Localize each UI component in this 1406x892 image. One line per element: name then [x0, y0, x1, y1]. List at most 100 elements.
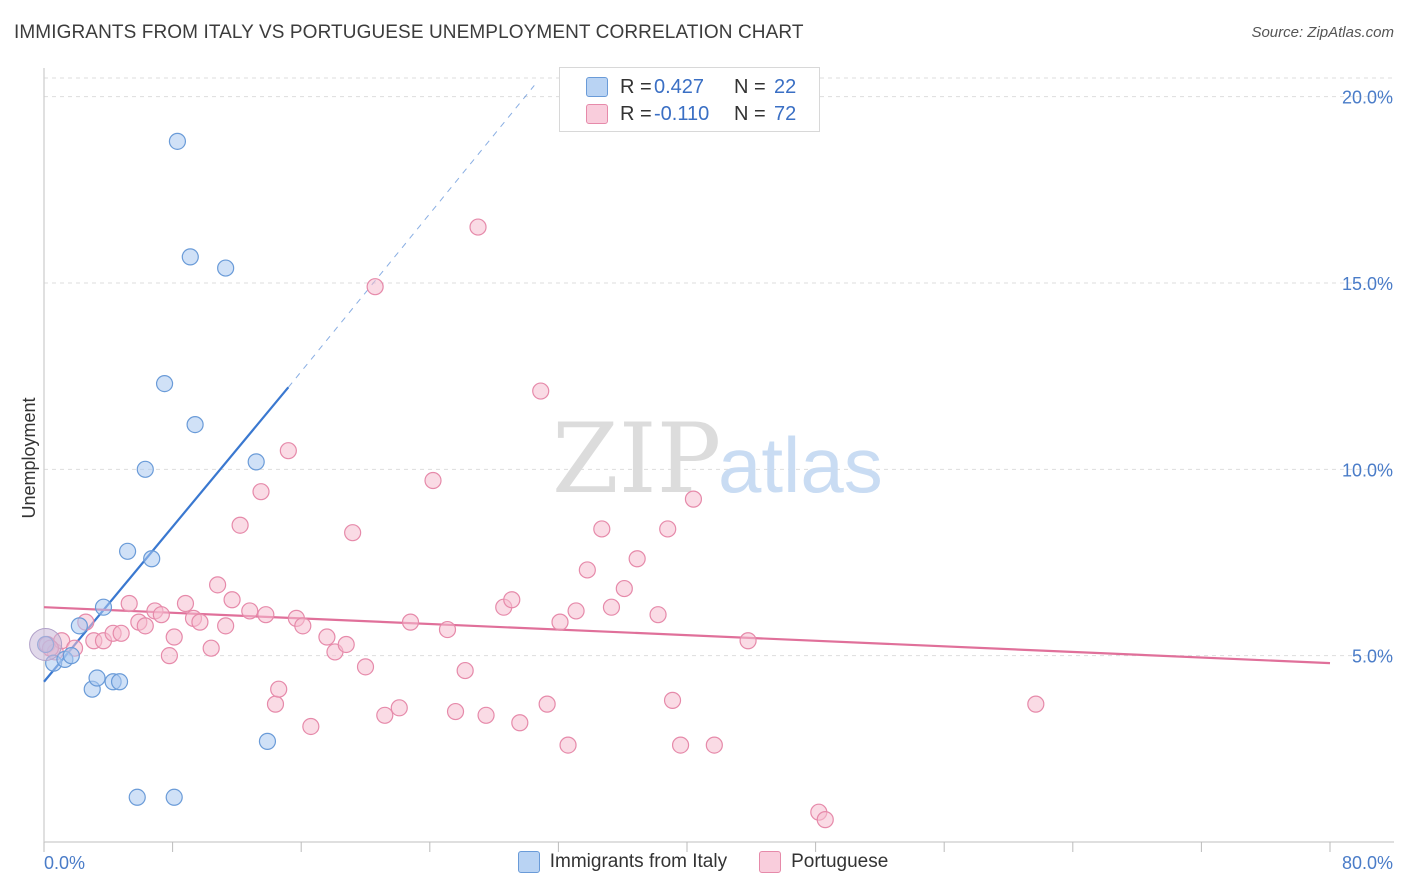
series-legend-italy[interactable]: Immigrants from Italy	[517, 851, 728, 873]
portuguese-point	[257, 606, 275, 624]
trend-lines	[43, 85, 1331, 683]
portuguese-point	[705, 736, 723, 754]
italy-point	[143, 550, 161, 568]
italy-point	[217, 259, 235, 277]
portuguese-point	[684, 490, 703, 508]
portuguese-point	[136, 617, 154, 635]
portuguese-point	[160, 647, 178, 665]
italy-point	[128, 788, 146, 806]
legend-n-label: N =	[734, 75, 766, 98]
portuguese-point	[223, 591, 241, 609]
portuguese-point	[628, 550, 646, 568]
watermark: ZIP atlas	[552, 403, 883, 515]
series-legend-portuguese[interactable]: Portuguese	[759, 851, 888, 873]
portuguese-point	[816, 811, 834, 829]
italy-point	[94, 598, 113, 616]
italy-point	[165, 788, 183, 806]
italy-point	[155, 375, 174, 393]
legend-row-portuguese: R = -0.110 N = 72	[586, 101, 796, 127]
italy-point	[247, 453, 265, 471]
portuguese-point	[1027, 695, 1045, 713]
portuguese-point	[344, 524, 362, 542]
portuguese-point	[302, 717, 320, 736]
portuguese-trend-line	[43, 606, 1331, 665]
italy-point	[136, 460, 154, 478]
portuguese-point	[270, 680, 288, 698]
portuguese-point	[191, 613, 209, 631]
axes	[43, 68, 1394, 852]
portuguese-point	[231, 516, 249, 534]
portuguese-point	[438, 620, 457, 639]
portuguese-point	[202, 639, 220, 657]
portuguese-point	[390, 699, 408, 717]
portuguese-point	[578, 561, 596, 579]
portuguese-point	[294, 617, 312, 635]
italy-point	[168, 132, 187, 150]
portuguese-point	[593, 520, 611, 538]
portuguese-point	[559, 736, 577, 754]
portuguese-point	[659, 520, 677, 538]
portuguese-point	[649, 606, 667, 624]
portuguese-point	[266, 695, 285, 713]
portuguese-point	[165, 628, 183, 646]
italy-point	[181, 248, 199, 266]
portuguese-point	[366, 278, 384, 296]
portuguese-point	[469, 218, 487, 236]
legend-n-label: N =	[734, 102, 766, 125]
x-tick-label-max: 80.0%	[1342, 853, 1393, 873]
portuguese-point	[532, 382, 550, 400]
series-label-italy: Immigrants from Italy	[549, 851, 728, 872]
portuguese-point	[456, 661, 474, 680]
series-swatch-italy	[517, 851, 540, 873]
portuguese-point	[252, 483, 270, 501]
portuguese-point	[356, 658, 375, 676]
portuguese-point	[152, 606, 170, 624]
italy-point	[258, 732, 277, 750]
italy-point	[62, 647, 80, 665]
italy-point	[88, 669, 106, 687]
portuguese-point	[424, 471, 442, 490]
portuguese-point	[671, 736, 690, 754]
y-axis-label: Unemployment	[19, 397, 39, 518]
y-tick-label: 10.0%	[1342, 460, 1393, 480]
portuguese-point	[567, 602, 585, 620]
portuguese-point	[241, 602, 259, 620]
italy-point	[186, 415, 204, 434]
tick-labels: 5.0% 10.0% 15.0% 20.0% 0.0% 80.0%	[44, 88, 1393, 873]
portuguese-point	[401, 613, 420, 631]
portuguese-point	[503, 591, 521, 609]
italy-point	[110, 673, 129, 691]
portuguese-point	[376, 706, 394, 724]
legend-r-value: 0.427	[654, 75, 705, 98]
portuguese-point	[446, 702, 465, 721]
portuguese-point	[538, 695, 556, 713]
portuguese-point	[663, 691, 682, 709]
y-tick-label: 20.0%	[1342, 88, 1393, 108]
y-tick-label: 15.0%	[1342, 274, 1393, 294]
series-swatch-portuguese	[759, 851, 782, 873]
portuguese-point	[602, 598, 621, 616]
portuguese-point	[176, 594, 195, 613]
legend-n-value: 72	[774, 102, 797, 125]
italy-point	[118, 542, 137, 560]
portuguese-point	[511, 714, 529, 732]
watermark-atlas: atlas	[718, 421, 883, 509]
series-label-portuguese: Portuguese	[791, 851, 889, 872]
portuguese-point	[279, 442, 297, 460]
chart-title: IMMIGRANTS FROM ITALY VS PORTUGUESE UNEM…	[14, 22, 804, 43]
portuguese-point	[209, 576, 227, 594]
legend-r-value: -0.110	[654, 102, 710, 125]
italy-point	[70, 617, 88, 635]
correlation-legend: R = 0.427 N = 22 R = -0.110 N = 72	[559, 67, 820, 132]
portuguese-point	[120, 594, 138, 613]
grid-lines	[44, 77, 1394, 657]
portuguese-point	[615, 579, 633, 598]
series-legend: Immigrants from Italy Portuguese	[0, 851, 1406, 873]
cluster-point	[29, 627, 63, 661]
portuguese-point	[551, 613, 569, 631]
legend-swatch-italy	[586, 77, 608, 97]
data-points	[29, 132, 1045, 829]
y-tick-label: 5.0%	[1352, 647, 1393, 667]
italy-trend-extension	[287, 85, 535, 388]
